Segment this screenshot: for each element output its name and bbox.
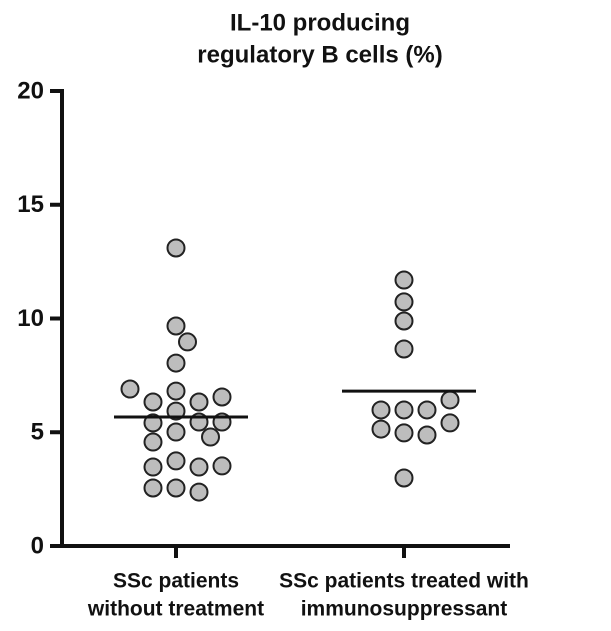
data-point — [143, 413, 163, 433]
data-point — [440, 390, 460, 410]
data-point — [166, 353, 186, 373]
x-tick-label: without treatment — [87, 598, 264, 621]
x-tick-label: immunosuppressant — [301, 598, 508, 621]
data-point — [440, 413, 460, 433]
data-point — [178, 332, 197, 352]
data-point — [394, 400, 414, 420]
data-point — [394, 423, 414, 443]
x-tick-label: SSc patients — [113, 570, 239, 593]
x-tick-label: SSc patients treated with — [279, 570, 529, 593]
data-point — [189, 482, 209, 502]
chart-title: IL-10 producing — [230, 9, 410, 36]
data-point — [394, 292, 414, 312]
data-point — [189, 457, 209, 477]
data-point — [166, 451, 186, 471]
data-point — [189, 392, 209, 412]
data-point — [166, 401, 186, 421]
data-point — [166, 316, 186, 336]
data-point — [212, 387, 232, 407]
data-point — [417, 400, 437, 420]
y-tick-label: 0 — [31, 532, 44, 559]
data-point — [417, 425, 437, 445]
y-tick-label: 10 — [17, 305, 44, 332]
data-point — [371, 419, 391, 439]
data-point — [394, 311, 414, 331]
data-point — [143, 478, 163, 498]
chart-title: regulatory B cells (%) — [197, 41, 442, 68]
data-point — [371, 400, 391, 420]
y-tick-label: 15 — [17, 191, 44, 218]
data-point — [201, 427, 220, 447]
data-point — [143, 457, 163, 477]
y-tick-label: 20 — [17, 77, 44, 104]
y-tick-label: 5 — [31, 419, 44, 446]
data-point — [212, 456, 232, 476]
data-point — [166, 381, 186, 401]
data-point — [394, 468, 414, 488]
data-point — [394, 270, 414, 290]
data-point — [166, 422, 186, 442]
data-point — [143, 392, 163, 412]
data-point — [166, 478, 186, 498]
data-point — [143, 432, 163, 452]
data-point — [166, 238, 186, 258]
data-point — [394, 339, 414, 359]
data-point — [120, 379, 140, 399]
